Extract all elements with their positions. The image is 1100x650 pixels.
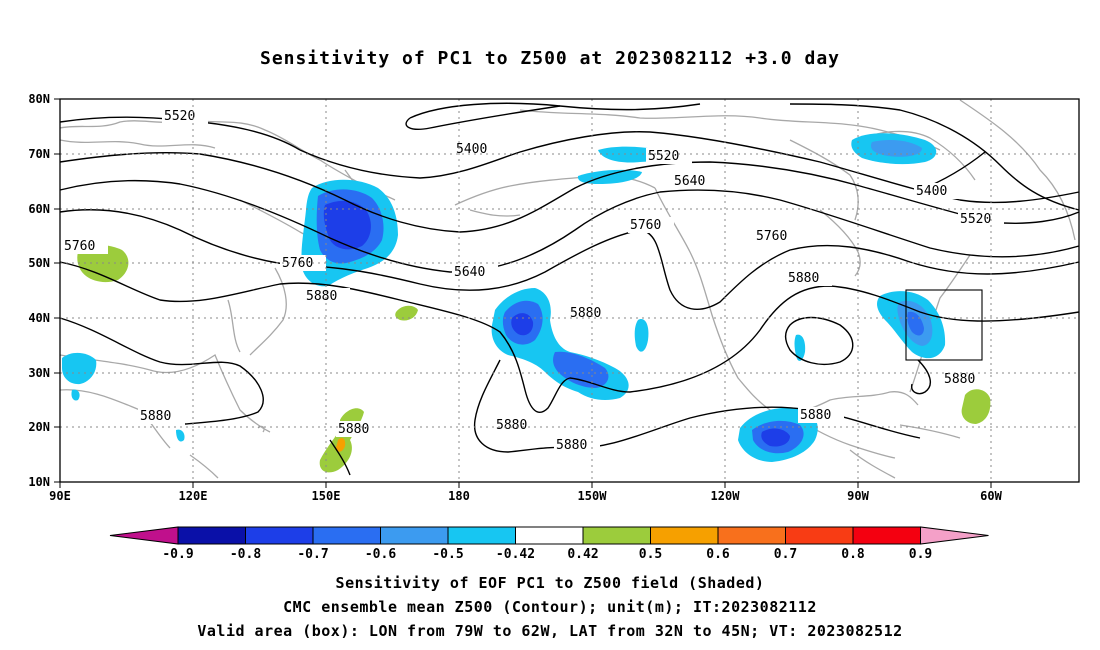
lat-label: 10N [28, 475, 50, 489]
colorbar-label: -0.42 [496, 547, 535, 562]
colorbar-label: -0.6 [365, 547, 396, 562]
contour-label: 5880 [800, 408, 831, 423]
colorbar-label: -0.8 [230, 547, 261, 562]
colorbar-label: -0.7 [297, 547, 328, 562]
contour-label: 5640 [674, 174, 705, 189]
lon-label: 90W [847, 489, 869, 503]
lat-label: 30N [28, 366, 50, 380]
colorbar-swatch [717, 526, 786, 545]
lon-label: 120E [179, 489, 208, 503]
contour-label: 5760 [64, 239, 95, 254]
colorbar-swatch [582, 526, 651, 545]
contour-label: 5880 [944, 372, 975, 387]
colorbar-swatch [177, 526, 246, 545]
colorbar-label: 0.7 [774, 547, 797, 562]
contour-label: 5400 [916, 184, 947, 199]
map-title: Sensitivity of PC1 to Z500 at 2023082112… [259, 48, 840, 69]
colorbar: -0.9 -0.8 -0.7 -0.6 -0.5 -0.42 0.42 0.5 0.6 0.7 0.… [109, 526, 989, 562]
lon-label: 120W [711, 489, 741, 503]
colorbar-swatch [852, 526, 921, 545]
colorbar-end-low [109, 526, 179, 545]
colorbar-label: 0.8 [841, 547, 865, 562]
lon-label: 60W [980, 489, 1002, 503]
contour-label: 5880 [788, 271, 819, 286]
contour-label: 5880 [140, 409, 171, 424]
lon-label: 150W [578, 489, 608, 503]
colorbar-label: 0.9 [909, 547, 932, 562]
contour-label: 5520 [960, 212, 991, 227]
colorbar-label: 0.6 [706, 547, 730, 562]
colorbar-swatch [245, 526, 314, 545]
contour-label: 5880 [570, 306, 601, 321]
lat-label: 40N [28, 311, 50, 325]
grid-lines [60, 99, 1079, 482]
latitude-labels: 80N 70N 60N 50N 40N 30N 20N 10N [28, 92, 50, 489]
colorbar-label: -0.5 [432, 547, 463, 562]
valid-area-box [905, 289, 983, 361]
contour-label: 5520 [164, 109, 195, 124]
contour-label-extra: 5880 [556, 438, 587, 453]
contour-label: 5520 [648, 149, 679, 164]
lon-label: 150E [312, 489, 341, 503]
colorbar-swatch [380, 526, 449, 545]
colorbar-swatch [785, 526, 854, 545]
lat-label: 60N [28, 202, 50, 216]
colorbar-swatch [312, 526, 381, 545]
colorbar-label: 0.42 [567, 547, 598, 562]
colorbar-swatch [515, 526, 584, 545]
contour-label: 5760 [756, 229, 787, 244]
contour-label: 5760 [630, 218, 661, 233]
lon-label: 90E [49, 489, 71, 503]
colorbar-swatch [447, 526, 516, 545]
contour-label: 5640 [454, 265, 485, 280]
contour-label: 5400 [456, 142, 487, 157]
contour-label: 5880 [496, 418, 527, 433]
lat-label: 20N [28, 420, 50, 434]
caption-line-3: Valid area (box): LON from 79W to 62W, L… [197, 622, 903, 640]
caption-line-2: CMC ensemble mean Z500 (Contour); unit(m… [283, 598, 817, 616]
colorbar-swatch [650, 526, 719, 545]
lat-label: 50N [28, 256, 50, 270]
lat-label: 80N [28, 92, 50, 106]
caption-line-1: Sensitivity of EOF PC1 to Z500 field (Sh… [335, 574, 765, 592]
contour-label: 5760 [282, 256, 313, 271]
colorbar-label: -0.9 [162, 547, 193, 562]
longitude-labels: 90E 120E 150E 180 150W 120W 90W 60W [49, 489, 1002, 503]
contour-label: 5880 [338, 422, 369, 437]
lat-label: 70N [28, 147, 50, 161]
contour-labels: 5520 5400 5520 5640 5400 5520 5760 5760 … [62, 108, 1004, 453]
lon-label: 180 [448, 489, 470, 503]
axis-ticks [54, 98, 992, 488]
z500-contours [59, 102, 1080, 476]
contour-label: 5880 [306, 289, 337, 304]
colorbar-label: 0.5 [639, 547, 662, 562]
colorbar-end-high [920, 526, 989, 545]
